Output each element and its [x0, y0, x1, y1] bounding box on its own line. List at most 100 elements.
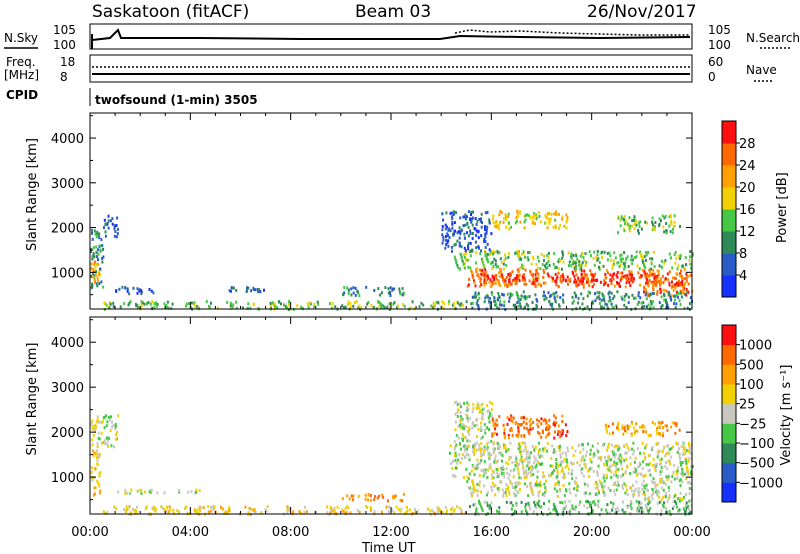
data-pixel — [259, 290, 262, 294]
data-pixel — [491, 434, 494, 438]
data-pixel — [502, 217, 505, 221]
data-pixel — [646, 497, 649, 501]
data-pixel — [687, 470, 690, 474]
data-pixel — [659, 478, 662, 482]
data-pixel — [679, 289, 682, 293]
data-pixel — [625, 451, 628, 455]
data-pixel — [641, 483, 644, 487]
data-pixel — [465, 258, 467, 262]
data-pixel — [273, 302, 276, 306]
data-pixel — [471, 295, 474, 299]
data-pixel — [198, 489, 201, 493]
data-pixel — [642, 430, 645, 434]
freq-label-1: Freq. — [6, 55, 36, 69]
data-pixel — [366, 505, 369, 509]
data-pixel — [526, 460, 529, 464]
data-pixel — [242, 306, 244, 310]
data-pixel — [636, 303, 639, 307]
data-pixel — [91, 419, 94, 423]
data-pixel — [505, 467, 508, 471]
data-pixel — [670, 222, 673, 226]
data-pixel — [685, 263, 687, 267]
data-pixel — [457, 408, 459, 412]
data-pixel — [633, 466, 636, 470]
data-pixel — [598, 265, 600, 269]
data-pixel — [476, 458, 479, 462]
data-pixel — [470, 492, 473, 496]
data-pixel — [645, 443, 648, 447]
data-pixel — [250, 508, 253, 512]
data-pixel — [98, 270, 101, 274]
data-pixel — [486, 242, 489, 246]
data-pixel — [543, 490, 546, 494]
data-pixel — [308, 301, 311, 305]
data-pixel — [386, 305, 389, 309]
x-axis-label: Time UT — [361, 541, 415, 554]
data-pixel — [500, 211, 503, 215]
data-pixel — [140, 489, 143, 492]
data-pixel — [486, 493, 488, 497]
data-pixel — [668, 252, 671, 256]
data-pixel — [674, 500, 677, 503]
data-pixel — [94, 273, 97, 277]
data-pixel — [452, 509, 455, 513]
freq-left-tick-bottom: 8 — [60, 70, 68, 84]
data-pixel — [486, 501, 489, 505]
data-pixel — [341, 497, 344, 501]
data-pixel — [567, 278, 570, 282]
data-pixel — [564, 500, 567, 504]
data-pixel — [672, 500, 675, 504]
data-pixel — [436, 510, 439, 513]
data-pixel — [356, 289, 359, 293]
data-pixel — [685, 501, 688, 505]
data-pixel — [610, 282, 613, 285]
data-pixel — [102, 510, 105, 514]
data-pixel — [467, 486, 470, 490]
data-pixel — [579, 500, 582, 504]
data-pixel — [502, 278, 505, 282]
data-pixel — [672, 470, 675, 474]
data-pixel — [500, 466, 503, 470]
data-pixel — [592, 452, 595, 456]
data-pixel — [548, 212, 551, 215]
data-pixel — [475, 302, 478, 305]
data-pixel — [115, 289, 118, 293]
data-pixel — [659, 287, 662, 291]
freq-left-tick-top: 18 — [60, 55, 75, 69]
data-pixel — [389, 286, 392, 290]
data-pixel — [523, 226, 526, 230]
data-pixel — [652, 464, 655, 467]
data-pixel — [601, 250, 604, 254]
data-pixel — [582, 256, 585, 259]
data-pixel — [471, 216, 474, 220]
data-pixel — [660, 498, 663, 502]
data-pixel — [652, 288, 655, 292]
data-pixel — [97, 436, 100, 440]
data-pixel — [663, 288, 666, 292]
data-pixel — [535, 263, 538, 267]
data-pixel — [594, 292, 597, 296]
data-pixel — [461, 438, 464, 442]
data-pixel — [505, 461, 508, 465]
data-pixel — [622, 261, 625, 265]
data-pixel — [570, 256, 573, 260]
data-pixel — [596, 486, 599, 490]
data-pixel — [628, 448, 631, 452]
data-pixel — [657, 421, 660, 425]
data-pixel — [647, 511, 650, 515]
data-pixel — [661, 304, 664, 307]
data-pixel — [509, 481, 512, 485]
data-pixel — [603, 294, 606, 298]
data-pixel — [648, 279, 651, 282]
data-pixel — [468, 444, 470, 448]
data-pixel — [621, 424, 624, 428]
data-pixel — [535, 463, 538, 467]
data-pixel — [673, 463, 676, 467]
y-tick-label: 4000 — [51, 336, 84, 351]
data-pixel — [689, 255, 692, 259]
colorbar-tick-label: 500 — [739, 358, 764, 373]
data-pixel — [630, 258, 632, 262]
data-pixel — [629, 472, 632, 475]
data-pixel — [574, 295, 577, 299]
station-title: Saskatoon (fitACF) — [92, 2, 249, 22]
